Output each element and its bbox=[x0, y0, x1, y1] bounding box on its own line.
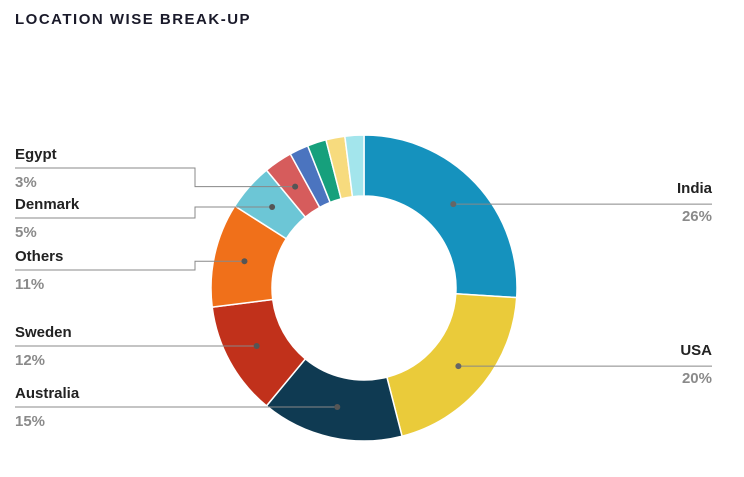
legend-label: India bbox=[677, 180, 713, 197]
value-label: 3% bbox=[15, 174, 37, 191]
legend-label: Others bbox=[15, 248, 63, 265]
legend-label: USA bbox=[680, 342, 712, 359]
value-label: 26% bbox=[682, 208, 712, 225]
donut-slice bbox=[343, 134, 365, 198]
leader-dot bbox=[253, 343, 260, 349]
legend-label: Egypt bbox=[15, 146, 57, 163]
leader-dot bbox=[292, 183, 299, 190]
leader-dot bbox=[455, 363, 462, 370]
leader-dot bbox=[450, 201, 457, 208]
leader-dot bbox=[334, 404, 341, 410]
value-label: 11% bbox=[15, 276, 44, 293]
legend-label: Australia bbox=[15, 385, 80, 402]
leader-line bbox=[15, 260, 245, 271]
chart-title: LOCATION WISE BREAK-UP bbox=[15, 11, 251, 28]
donut-slice bbox=[363, 134, 518, 299]
leader-line bbox=[15, 167, 296, 188]
donut-slice bbox=[385, 292, 518, 438]
value-label: 12% bbox=[15, 352, 45, 369]
value-label: 20% bbox=[682, 370, 712, 387]
leader-dot bbox=[269, 203, 276, 210]
leader-line bbox=[15, 206, 273, 219]
value-label: 5% bbox=[15, 224, 37, 241]
leader-dot bbox=[241, 258, 248, 265]
legend-label: Denmark bbox=[15, 196, 80, 213]
value-label: 15% bbox=[15, 413, 45, 430]
legend-label: Sweden bbox=[15, 324, 72, 341]
